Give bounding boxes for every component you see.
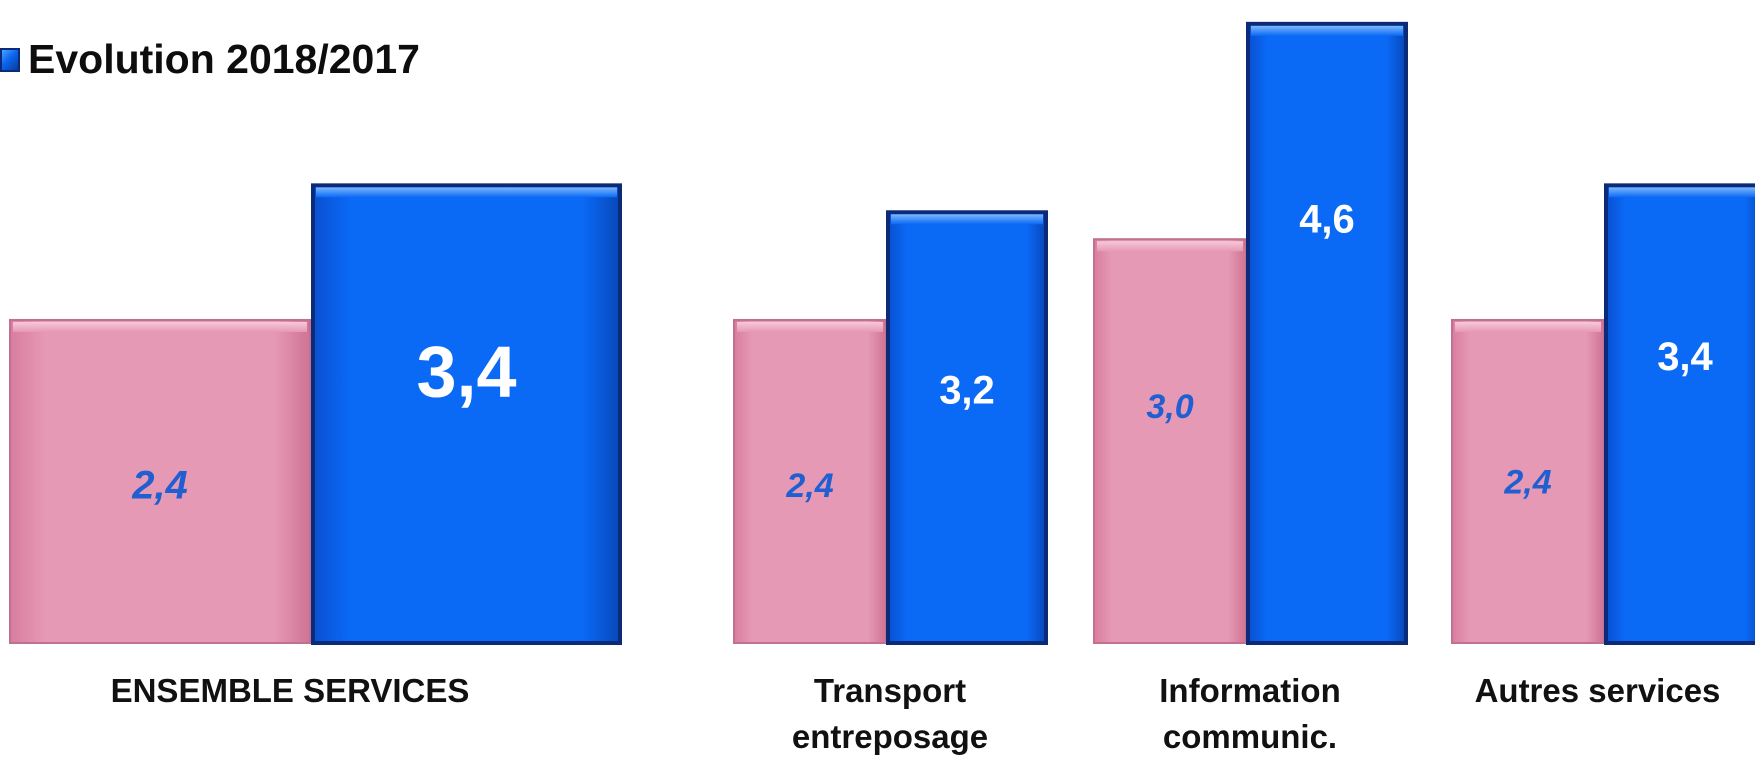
data-label-evolution-2: 4,6 [1299,198,1355,242]
data-label-evolution-0: 3,4 [416,333,516,413]
legend-swatch-icon [0,47,20,72]
bar-evolution-1 [886,210,1048,645]
data-label-evolution-3: 3,4 [1657,335,1713,379]
legend-label: Evolution 2018/2017 [28,36,420,82]
bar-evolution-2 [1246,21,1408,645]
data-label-base-0: 2,4 [131,464,188,508]
bar-base-3 [1451,318,1605,644]
bar-evolution-3 [1604,183,1755,646]
data-label-base-1: 2,4 [785,467,833,505]
bar-base-2 [1093,238,1247,644]
legend: Evolution 2018/2017 [0,36,420,83]
bar-evolution-0 [311,183,622,646]
category-label-autres: Autres services [1474,672,1721,709]
category-label-ensemble: ENSEMBLE SERVICES [110,672,470,709]
category-label-information: Information communic. [1159,672,1341,755]
bar-base-0 [9,318,311,644]
data-label-evolution-1: 3,2 [939,369,995,413]
data-label-base-2: 3,0 [1146,388,1193,426]
bar-base-1 [733,318,887,644]
category-label-transport: Transport entreposage [791,672,989,755]
data-label-base-3: 2,4 [1503,464,1551,502]
